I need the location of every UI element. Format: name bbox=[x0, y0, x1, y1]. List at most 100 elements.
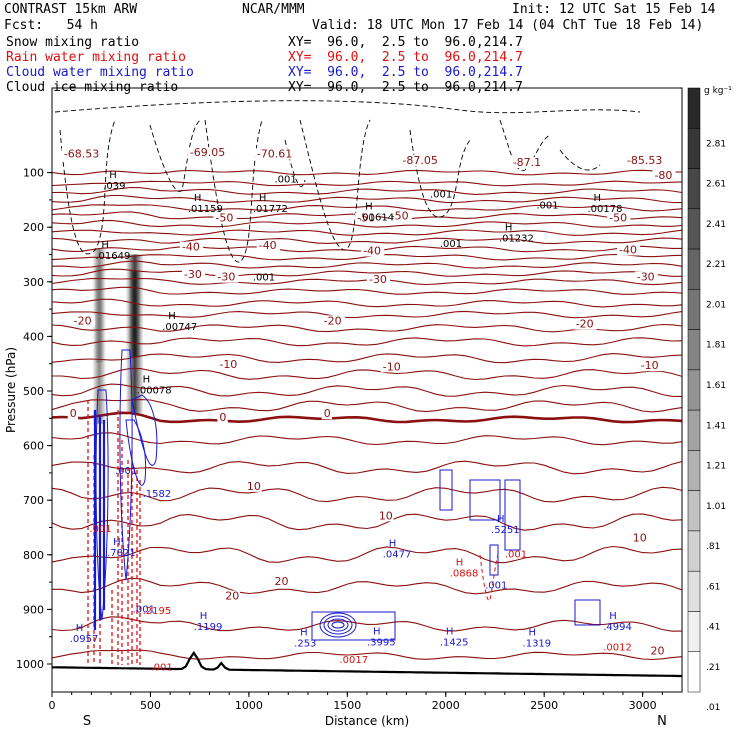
colorbar-swatch bbox=[687, 369, 701, 411]
temperature-label: -30 bbox=[217, 271, 235, 284]
temperature-contour bbox=[52, 204, 682, 212]
cloud-water-contour bbox=[131, 394, 158, 466]
temperature-contour bbox=[52, 486, 682, 503]
valid-time: Valid: 18 UTC Mon 17 Feb 14 (04 ChT Tue … bbox=[312, 18, 704, 33]
extremum-value: .7821 bbox=[107, 548, 136, 559]
y-tick-label: 800 bbox=[23, 549, 44, 562]
extremum-marker: H bbox=[200, 611, 208, 622]
colorbar-swatch bbox=[687, 248, 701, 290]
colorbar-label: .41 bbox=[706, 623, 720, 633]
extremum-value: .001 bbox=[89, 524, 111, 535]
y-tick-label: 300 bbox=[23, 276, 44, 289]
colorbar-label: .81 bbox=[706, 542, 720, 552]
extremum-value: .01772 bbox=[253, 204, 288, 215]
extremum-value: .1319 bbox=[523, 639, 552, 650]
colorbar-swatch bbox=[687, 570, 701, 612]
forecast-hour: Fcst: 54 h bbox=[4, 18, 98, 33]
snow-column-2 bbox=[125, 254, 144, 413]
extremum-value: .00078 bbox=[137, 386, 172, 397]
temperature-contour bbox=[52, 186, 682, 195]
temperature-label: -85.53 bbox=[627, 154, 662, 167]
temperature-label: -68.53 bbox=[64, 147, 99, 160]
temperature-contour bbox=[52, 460, 682, 475]
extremum-marker: H bbox=[365, 202, 373, 213]
colorbar-swatch bbox=[687, 490, 701, 532]
colorbar-swatch bbox=[687, 168, 701, 210]
temperature-label: -50 bbox=[391, 210, 409, 223]
extremum-value: .001 bbox=[536, 201, 558, 212]
extremum-value: .1199 bbox=[194, 622, 223, 633]
colorbar-swatch bbox=[687, 450, 701, 491]
temperature-label: 20 bbox=[225, 590, 239, 603]
temperature-contour bbox=[52, 219, 682, 228]
extremum-value: .00747 bbox=[162, 322, 197, 333]
temperature-contour bbox=[52, 194, 682, 204]
extremum-value: .001 bbox=[133, 605, 155, 616]
field-snow-xy: XY= 96.0, 2.5 to 96.0,214.7 bbox=[288, 35, 523, 50]
temperature-label: -80 bbox=[654, 169, 672, 182]
x-tick-label: 1000 bbox=[235, 699, 263, 712]
colorbar-swatch bbox=[687, 128, 701, 169]
colorbar-swatch bbox=[687, 289, 701, 330]
colorbar-label: 1.21 bbox=[706, 462, 726, 472]
extremum-marker: H bbox=[300, 628, 308, 639]
extremum-marker: H bbox=[456, 558, 464, 569]
temperature-contour bbox=[52, 353, 682, 364]
colorbar-label: .01 bbox=[706, 703, 720, 713]
extremum-marker: H bbox=[194, 193, 202, 204]
model-title: CONTRAST 15km ARW bbox=[4, 2, 138, 17]
cloud-water-contour bbox=[331, 621, 345, 629]
x-tick-label: 500 bbox=[140, 699, 161, 712]
cloud-ice-contour bbox=[299, 119, 371, 251]
temperature-label: -70.61 bbox=[257, 147, 292, 160]
cloud-water-contour bbox=[119, 349, 133, 581]
colorbar-swatch bbox=[687, 409, 701, 451]
x-tick-label: 0 bbox=[49, 699, 56, 712]
temperature-contour bbox=[52, 310, 682, 319]
cloud-water-contour bbox=[574, 599, 601, 626]
temperature-contour bbox=[52, 169, 682, 176]
cloud-water-contour bbox=[311, 611, 396, 641]
y-tick-label: 700 bbox=[23, 494, 44, 507]
extremum-value: .001 bbox=[485, 581, 507, 592]
temperature-contour bbox=[52, 649, 682, 661]
temperature-contour bbox=[52, 577, 682, 595]
extremum-value: .001 bbox=[440, 239, 462, 250]
temperature-label: -40 bbox=[363, 245, 381, 258]
temperature-contour bbox=[52, 616, 682, 632]
temperature-label: -20 bbox=[324, 314, 342, 327]
extremum-value: .01649 bbox=[95, 251, 130, 262]
extremum-value: .3995 bbox=[367, 637, 396, 648]
cloud-water-contour bbox=[504, 479, 521, 551]
temperature-label: 0 bbox=[70, 407, 77, 420]
y-tick-label: 900 bbox=[23, 603, 44, 616]
plot-area: -68.53 -69.05 -70.61 -87.05 -87.1 -85.53 -80 -5… bbox=[52, 100, 682, 678]
extremum-value: .00178 bbox=[588, 204, 623, 215]
temperature-label: -30 bbox=[637, 271, 655, 284]
temperature-contour bbox=[52, 367, 682, 381]
snow-column-1 bbox=[92, 249, 107, 424]
x-tick-label: 2500 bbox=[530, 699, 558, 712]
colorbar-label: 2.21 bbox=[706, 260, 726, 270]
temperature-label: -40 bbox=[619, 243, 637, 256]
x-endpoint-north: N bbox=[657, 714, 667, 729]
temperature-label: -87.05 bbox=[402, 154, 437, 167]
cloud-water-contour bbox=[95, 389, 109, 621]
extremum-marker: H bbox=[101, 240, 109, 251]
extremum-value: .001 bbox=[505, 550, 527, 561]
org-label: NCAR/MMM bbox=[242, 2, 305, 17]
temperature-contour bbox=[52, 237, 682, 245]
temperature-contour bbox=[52, 298, 682, 308]
temperature-contour bbox=[52, 432, 682, 446]
extremum-marker: H bbox=[505, 222, 513, 233]
extremum-value: .253 bbox=[294, 639, 316, 650]
extremum-marker: H bbox=[497, 514, 505, 525]
extremum-marker: H bbox=[389, 539, 397, 550]
temperature-label: -10 bbox=[641, 359, 659, 372]
colorbar-label: 2.81 bbox=[706, 139, 726, 149]
temperature-label: 10 bbox=[379, 509, 393, 522]
temperature-label: -20 bbox=[74, 314, 92, 327]
extremum-value: .01614 bbox=[359, 213, 394, 224]
extremum-value: .0957 bbox=[70, 634, 99, 645]
extremum-marker: H bbox=[76, 623, 84, 634]
